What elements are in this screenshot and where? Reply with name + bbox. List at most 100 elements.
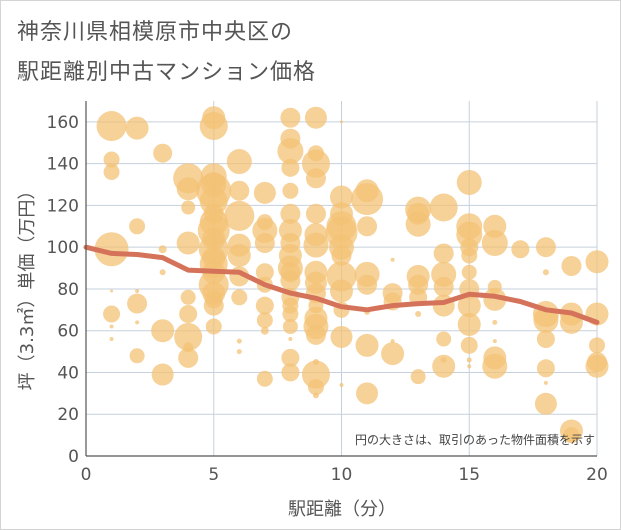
chart-title-line-2: 駅距離別中古マンション価格 <box>17 60 317 85</box>
y-tick-label: 60 <box>57 322 79 342</box>
bubble-point <box>585 250 609 274</box>
bubble-point <box>543 380 548 385</box>
bubble-point <box>405 211 431 237</box>
x-tick-label: 5 <box>208 465 219 485</box>
y-tick-label: 120 <box>47 196 79 216</box>
bubble-point <box>151 363 174 386</box>
bubble-point <box>227 244 251 268</box>
bubble-point <box>536 359 555 378</box>
bubble-point <box>433 243 454 264</box>
bubble-point <box>408 274 429 295</box>
bubble-point <box>158 245 167 254</box>
bubble-point <box>151 319 175 343</box>
bubble-point <box>129 348 145 364</box>
bubble-point <box>110 289 114 293</box>
bubble-point <box>254 233 275 253</box>
bubble-point <box>330 325 353 348</box>
bubble-point <box>288 337 293 342</box>
bubble-point <box>330 279 353 303</box>
bubble-point <box>357 216 378 237</box>
bubble-point <box>390 257 395 262</box>
bubble-point <box>224 200 255 231</box>
bubble-point <box>205 318 222 335</box>
bubble-point <box>457 312 481 336</box>
bubble-point <box>351 183 384 216</box>
bubble-point <box>94 232 129 267</box>
bubble-size-note: 円の大きさは、取引のあった物件面積を示す <box>355 432 595 447</box>
y-tick-label: 160 <box>47 113 79 133</box>
bubble-point <box>103 151 120 168</box>
trend-line <box>83 244 600 325</box>
bubble-point <box>255 263 274 282</box>
bubble-point <box>256 312 273 329</box>
x-tick-label: 20 <box>586 465 608 485</box>
x-tick-label: 10 <box>331 465 353 485</box>
bubble-point <box>533 307 559 333</box>
bubble-point <box>129 218 146 235</box>
bubble-point <box>282 319 298 335</box>
bubble-point <box>153 143 173 163</box>
bubble-point <box>176 177 200 201</box>
bubble-point <box>253 181 276 204</box>
bubble-point <box>535 237 556 258</box>
bubble-point <box>255 296 274 315</box>
bubble-point <box>176 231 200 255</box>
bubble-point <box>199 112 228 141</box>
bubble-point <box>303 232 329 258</box>
y-tick-label: 100 <box>47 238 79 258</box>
bubble-point <box>226 149 252 175</box>
bubble-point <box>457 294 481 318</box>
x-tick-label: 0 <box>81 465 92 485</box>
bubble-point <box>331 245 352 266</box>
bubble-point <box>415 311 422 317</box>
bubble-point <box>304 106 327 129</box>
bubble-point <box>429 193 458 222</box>
bubble-point <box>181 200 196 215</box>
bubble-point <box>135 320 140 325</box>
bubble-point <box>127 293 148 314</box>
bubble-point <box>492 339 497 344</box>
y-tick-label: 140 <box>47 155 79 175</box>
bubble-point <box>466 357 472 363</box>
bubble-point <box>561 255 582 276</box>
bubble-point <box>229 180 250 201</box>
bubble-point <box>305 203 326 224</box>
bubble-point <box>109 324 114 329</box>
bubble-point <box>103 164 120 180</box>
bubble-point <box>563 427 580 444</box>
bubble-point <box>461 264 477 280</box>
x-tick-label: 15 <box>458 465 480 485</box>
y-tick-label: 20 <box>57 405 79 425</box>
bubble-point <box>436 331 452 347</box>
bubble-point <box>330 185 353 209</box>
bubble-point <box>307 379 324 396</box>
bubble-point <box>260 326 269 335</box>
y-tick-label: 80 <box>57 280 79 300</box>
bubble-point <box>280 270 301 291</box>
bubble-point <box>135 289 140 294</box>
bubble-point <box>305 324 326 345</box>
bubble-point <box>103 305 121 323</box>
bubble-point <box>109 337 114 342</box>
y-tick-labels: 0 20 40 60 80 100 120 140 160 <box>47 113 79 467</box>
bubble-point <box>460 336 478 354</box>
y-axis-label: 坪（3.3㎡）単価（万円） <box>16 182 38 391</box>
bubble-point <box>357 274 378 295</box>
bubble-point <box>456 169 482 195</box>
bubble-point <box>301 149 330 178</box>
bubble-point <box>312 392 319 399</box>
bubble-point <box>178 347 199 368</box>
bubble-point <box>282 306 299 322</box>
bubble-point <box>203 295 224 316</box>
x-tick-labels: 0 5 10 15 20 <box>81 465 608 485</box>
bubble-point <box>231 289 248 306</box>
x-axis-label: 駅距離（分） <box>288 499 396 520</box>
bubble-point <box>96 111 127 142</box>
bubble-point <box>280 107 301 128</box>
bubble-point <box>256 370 273 387</box>
bubble-point <box>482 353 508 379</box>
bubble-point <box>381 342 405 366</box>
bubble-layer <box>94 106 609 444</box>
